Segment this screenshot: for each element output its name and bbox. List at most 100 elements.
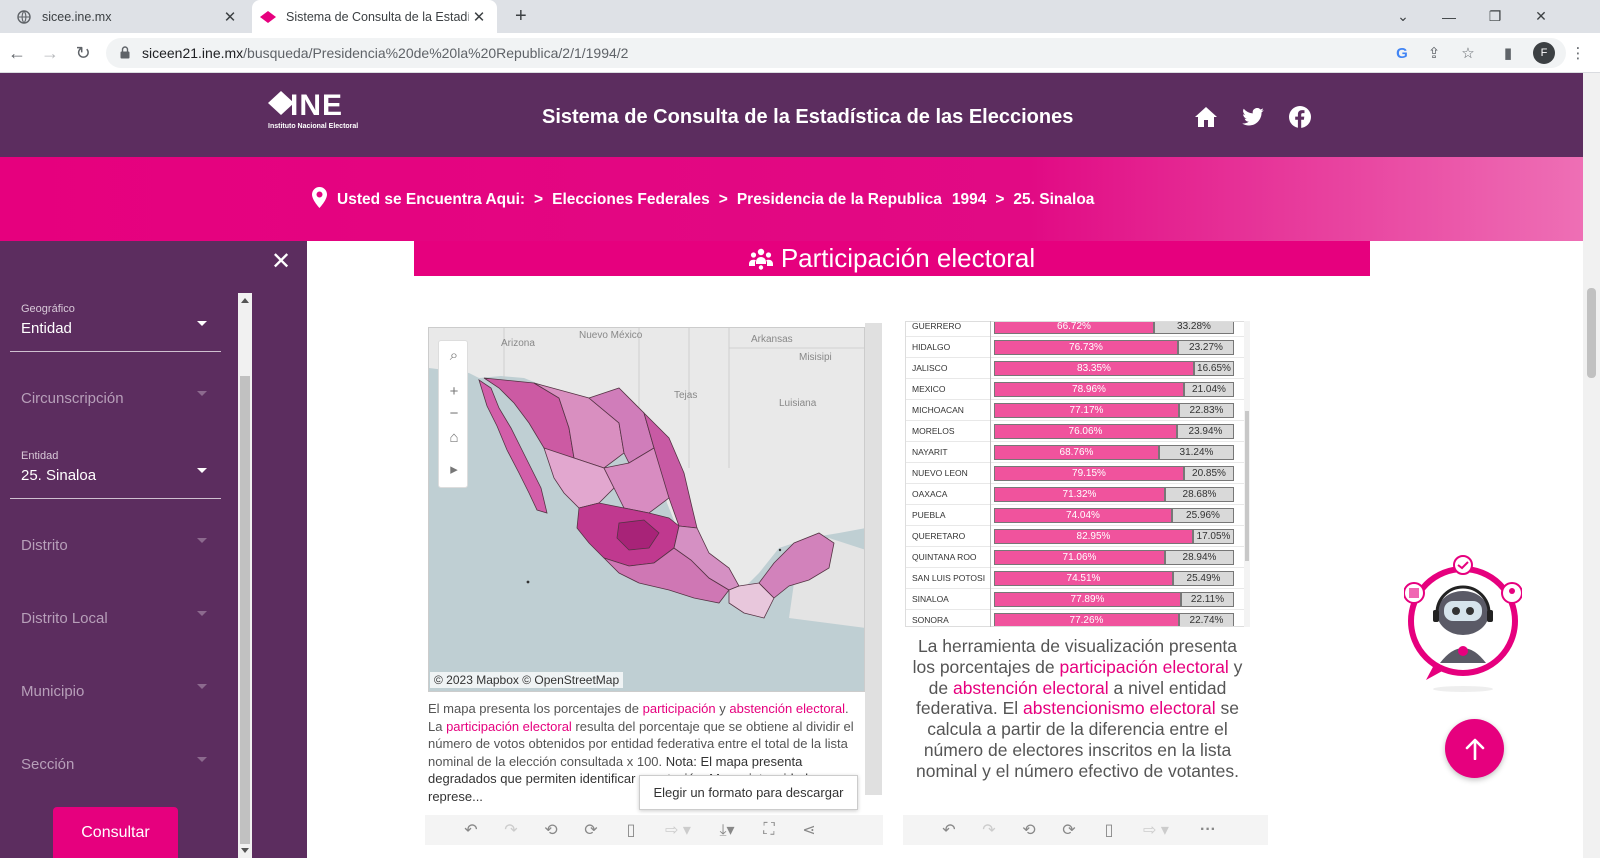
seccion-select[interactable]: Sección (10, 738, 221, 793)
breadcrumb-elecciones-federales[interactable]: Elecciones Federales (552, 191, 710, 208)
revert-icon[interactable]: ⟲ (1022, 822, 1036, 839)
participation-bar[interactable]: 76.06% (994, 424, 1177, 439)
map-search-icon[interactable]: ⌕ (449, 346, 459, 364)
region-baja-california[interactable] (478, 379, 548, 514)
abstention-bar[interactable]: 23.27% (1178, 340, 1234, 355)
zoom-in-icon[interactable]: + (449, 382, 459, 400)
forward-arrow-icon[interactable]: → (41, 42, 59, 63)
abstention-bar[interactable]: 22.83% (1179, 403, 1234, 418)
reload-icon[interactable]: ↻ (75, 42, 91, 63)
share-nodes-icon[interactable]: ⋖ (802, 822, 816, 839)
abstention-bar[interactable]: 17.05% (1193, 529, 1234, 544)
tab-search-chevron-icon[interactable]: ⌄ (1397, 8, 1409, 24)
entidad-select[interactable]: Entidad 25. Sinaloa (10, 444, 221, 499)
table-row[interactable]: JALISCO 83.35% 16.65% (906, 358, 1247, 379)
profile-avatar[interactable]: F (1533, 42, 1555, 64)
consultar-button[interactable]: Consultar (53, 807, 178, 858)
geografico-select[interactable]: Geográfico Entidad (10, 297, 221, 352)
new-tab-plus-icon[interactable]: + (515, 5, 527, 27)
map-attribution[interactable]: © 2023 Mapbox © OpenStreetMap (430, 672, 624, 688)
tab-sistema-consulta[interactable]: Sistema de Consulta de la Estadíst ✕ (252, 0, 497, 33)
home-icon[interactable] (1194, 105, 1218, 129)
abstention-bar[interactable]: 23.94% (1177, 424, 1234, 439)
browser-menu-icon[interactable]: ⋮ (1570, 45, 1586, 62)
close-window-icon[interactable]: ✕ (1535, 8, 1547, 24)
region-cdmx[interactable] (616, 519, 660, 551)
page-scrollbar[interactable] (1583, 73, 1600, 858)
chatbot-assistant[interactable] (1403, 555, 1523, 695)
region-yucatan[interactable] (758, 532, 835, 599)
breadcrumb-presidencia[interactable]: Presidencia de la Republica (736, 191, 942, 208)
abstention-bar[interactable]: 25.49% (1173, 571, 1234, 586)
share-arrow-icon[interactable]: ⇨ ▾ (1143, 822, 1169, 839)
abstention-bar[interactable]: 21.04% (1184, 382, 1234, 397)
table-row[interactable]: SINALOA 77.89% 22.11% (906, 589, 1247, 610)
table-row[interactable]: NUEVO LEON 79.15% 20.85% (906, 463, 1247, 484)
region-chiapas[interactable] (728, 582, 775, 619)
pause-data-icon[interactable]: ▯ (1104, 822, 1114, 839)
participation-bar[interactable]: 77.26% (994, 613, 1179, 626)
tab-siceen[interactable]: siceе.ine.mx ✕ (8, 0, 248, 33)
table-row[interactable]: HIDALGO 76.73% 23.27% (906, 337, 1247, 358)
table-row[interactable]: GUERRERO 66.72% 33.28% (906, 322, 1247, 337)
table-row[interactable]: MORELOS 76.06% 23.94% (906, 421, 1247, 442)
abstention-bar[interactable]: 25.96% (1172, 508, 1234, 523)
participation-bar[interactable]: 76.73% (994, 340, 1178, 355)
table-row[interactable]: SONORA 77.26% 22.74% (906, 610, 1247, 626)
participation-bar[interactable]: 78.96% (994, 382, 1184, 397)
scroll-thumb[interactable] (1587, 288, 1596, 378)
scroll-thumb[interactable] (240, 376, 250, 844)
participation-bar[interactable]: 71.06% (994, 550, 1165, 565)
participation-bar-table[interactable]: GUERRERO 66.72% 33.28% HIDALGO 76.73% 23.27% J… (905, 321, 1248, 627)
table-row[interactable]: MICHOACAN 77.17% 22.83% (906, 400, 1247, 421)
revert-icon[interactable]: ⟲ (544, 822, 558, 839)
breadcrumb-entidad[interactable]: 25. Sinaloa (1013, 191, 1095, 208)
scroll-to-top-button[interactable] (1445, 719, 1504, 778)
facebook-icon[interactable] (1288, 105, 1312, 129)
participation-bar[interactable]: 74.04% (994, 508, 1172, 523)
abstention-bar[interactable]: 22.11% (1181, 592, 1234, 607)
more-options-icon[interactable]: ··· (1200, 821, 1216, 838)
fullscreen-icon[interactable]: ⛶ (763, 821, 775, 838)
redo-icon[interactable]: ↷ (504, 822, 518, 839)
participation-bar[interactable]: 82.95% (994, 529, 1193, 544)
participation-bar[interactable]: 68.76% (994, 445, 1159, 460)
map-home-icon[interactable]: ⌂ (449, 428, 459, 446)
abstention-bar[interactable]: 22.74% (1179, 613, 1234, 626)
minimize-icon[interactable]: — (1442, 8, 1456, 25)
participation-bar[interactable]: 66.72% (994, 322, 1154, 334)
scroll-up-icon[interactable] (241, 298, 249, 303)
table-scrollbar[interactable] (1244, 321, 1250, 627)
close-tab-icon[interactable]: ✕ (223, 8, 237, 26)
undo-icon[interactable]: ↶ (942, 822, 956, 839)
share-icon[interactable]: ⇪ (1427, 45, 1441, 62)
abstention-bar[interactable]: 28.94% (1165, 550, 1234, 565)
table-row[interactable]: QUINTANA ROO 71.06% 28.94% (906, 547, 1247, 568)
close-tab-icon[interactable]: ✕ (472, 8, 486, 26)
restore-icon[interactable]: ❐ (1488, 8, 1502, 24)
table-row[interactable]: SAN LUIS POTOSI 74.51% 25.49% (906, 568, 1247, 589)
undo-icon[interactable]: ↶ (464, 822, 478, 839)
zoom-out-icon[interactable]: − (449, 404, 459, 422)
distrito-select[interactable]: Distrito (10, 519, 221, 574)
refresh-data-icon[interactable]: ⟳ (584, 822, 598, 839)
table-row[interactable]: MEXICO 78.96% 21.04% (906, 379, 1247, 400)
back-arrow-icon[interactable]: ← (8, 42, 26, 63)
refresh-data-icon[interactable]: ⟳ (1062, 822, 1076, 839)
sidebar-scrollbar[interactable] (238, 293, 252, 858)
participation-bar[interactable]: 71.32% (994, 487, 1165, 502)
table-row[interactable]: QUERETARO 82.95% 17.05% (906, 526, 1247, 547)
abstention-bar[interactable]: 16.65% (1194, 361, 1234, 376)
bookmark-star-icon[interactable]: ☆ (1461, 45, 1475, 62)
twitter-icon[interactable] (1241, 105, 1265, 129)
abstention-bar[interactable]: 33.28% (1154, 322, 1234, 334)
download-icon[interactable]: ⤓▾ (719, 822, 735, 839)
mexico-choropleth-map[interactable]: Arizona Nuevo México Arkansas Misisipi T… (428, 327, 865, 692)
participation-bar[interactable]: 77.89% (994, 592, 1181, 607)
pause-data-icon[interactable]: ▯ (626, 822, 636, 839)
abstention-bar[interactable]: 28.68% (1165, 487, 1234, 502)
share-arrow-icon[interactable]: ⇨ ▾ (665, 822, 691, 839)
distrito-local-select[interactable]: Distrito Local (10, 592, 221, 647)
municipio-select[interactable]: Municipio (10, 665, 221, 720)
abstention-bar[interactable]: 20.85% (1184, 466, 1234, 481)
